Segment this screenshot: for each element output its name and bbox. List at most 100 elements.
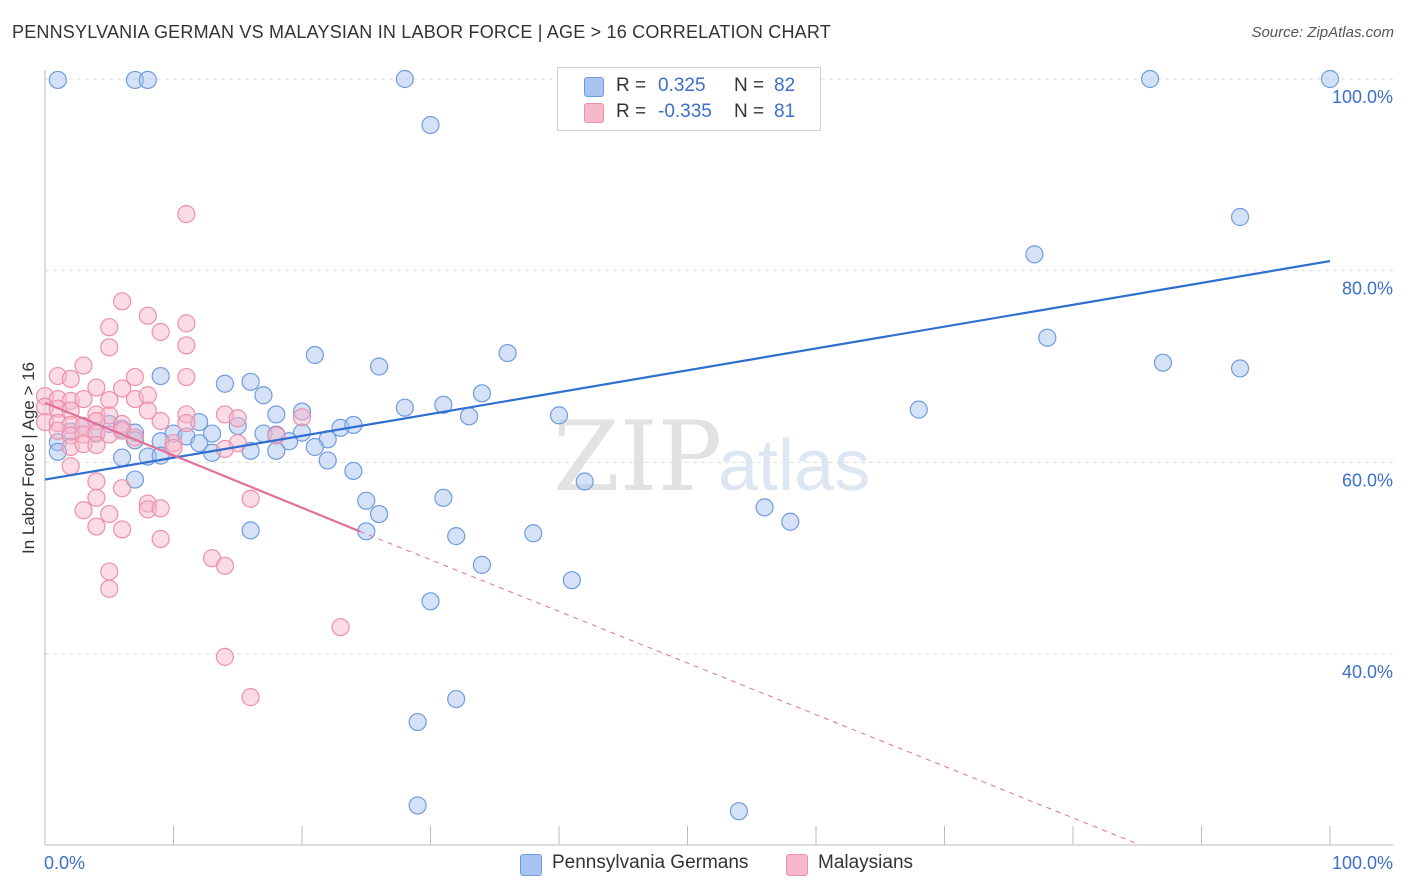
point-pennsylvania-german xyxy=(138,70,157,90)
point-malaysian xyxy=(87,488,106,507)
legend-r-value: 0.325 xyxy=(658,75,706,96)
point-pennsylvania-german xyxy=(434,395,453,414)
point-pennsylvania-german xyxy=(151,366,170,386)
point-malaysian xyxy=(100,579,119,598)
series-label: Malaysians xyxy=(818,852,914,873)
watermark-zip: ZIP xyxy=(553,401,722,513)
point-pennsylvania-german xyxy=(459,407,479,426)
point-malaysian xyxy=(112,379,132,398)
legend-r-label: R = xyxy=(616,101,647,122)
point-malaysian xyxy=(112,479,132,498)
point-pennsylvania-german xyxy=(357,491,376,510)
point-malaysian xyxy=(292,408,312,427)
point-pennsylvania-german xyxy=(909,400,928,419)
point-malaysian xyxy=(87,378,106,397)
point-malaysian xyxy=(151,322,170,342)
trendline-malaysians xyxy=(44,401,361,533)
y-tick-label: 60.0% xyxy=(1342,470,1393,490)
source-label: Source: ZipAtlas.com xyxy=(1251,24,1394,41)
point-pennsylvania-german xyxy=(434,488,453,507)
point-malaysian xyxy=(241,489,260,508)
trendline-malaysians-extension xyxy=(359,530,1138,845)
legend-n-value: 81 xyxy=(774,101,796,122)
point-malaysian xyxy=(61,457,80,476)
point-pennsylvania-german xyxy=(125,470,145,489)
point-malaysian xyxy=(87,472,106,491)
point-malaysian xyxy=(125,367,145,387)
y-tick-label: 40.0% xyxy=(1342,662,1393,682)
point-pennsylvania-german xyxy=(472,384,491,403)
point-pennsylvania-german xyxy=(1230,359,1250,378)
point-pennsylvania-german xyxy=(344,461,363,481)
point-pennsylvania-german xyxy=(447,689,466,709)
trendline-pennsylvania-germans xyxy=(44,259,1331,481)
point-malaysian xyxy=(112,292,132,311)
point-malaysian xyxy=(228,409,247,428)
point-pennsylvania-german xyxy=(524,524,543,543)
point-pennsylvania-german xyxy=(1153,353,1173,372)
point-pennsylvania-german xyxy=(370,504,389,524)
point-pennsylvania-german xyxy=(112,448,132,467)
point-pennsylvania-german xyxy=(421,592,440,611)
point-malaysian xyxy=(138,306,157,325)
point-malaysian xyxy=(151,499,170,518)
point-pennsylvania-german xyxy=(215,374,234,393)
point-pennsylvania-german xyxy=(318,451,337,470)
point-pennsylvania-german xyxy=(202,424,222,443)
legend-n-label: N = xyxy=(734,75,765,96)
point-malaysian xyxy=(87,435,106,455)
legend-swatch-pink xyxy=(584,103,604,123)
point-pennsylvania-german xyxy=(48,70,67,90)
point-malaysian xyxy=(74,501,93,520)
watermark-atlas: atlas xyxy=(718,426,870,506)
point-malaysian xyxy=(138,386,157,405)
series-legend: Pennsylvania Germans Malaysians xyxy=(0,852,1406,878)
point-malaysian xyxy=(177,205,196,224)
point-pennsylvania-german xyxy=(370,357,389,376)
point-pennsylvania-german xyxy=(549,406,569,425)
point-malaysian xyxy=(331,618,350,637)
y-axis-title: In Labor Force | Age > 16 xyxy=(19,362,38,554)
point-pennsylvania-german xyxy=(1038,328,1057,347)
point-pennsylvania-german xyxy=(305,345,324,365)
point-pennsylvania-german xyxy=(421,115,440,135)
point-malaysian xyxy=(138,401,157,420)
point-malaysian xyxy=(61,369,80,389)
point-pennsylvania-german xyxy=(254,386,273,405)
point-pennsylvania-german xyxy=(408,796,427,815)
point-malaysian xyxy=(74,356,93,375)
point-pennsylvania-german xyxy=(1140,69,1160,89)
point-pennsylvania-german xyxy=(472,555,491,574)
point-malaysian xyxy=(74,389,93,409)
point-pennsylvania-german xyxy=(1230,207,1250,227)
point-pennsylvania-german xyxy=(729,802,749,821)
legend-n-label: N = xyxy=(734,101,765,122)
point-pennsylvania-german xyxy=(190,434,209,453)
point-malaysian xyxy=(151,412,170,431)
legend-n-value: 82 xyxy=(774,75,796,96)
point-pennsylvania-german xyxy=(755,498,774,517)
point-pennsylvania-german xyxy=(267,405,286,424)
chart-title: PENNSYLVANIA GERMAN VS MALAYSIAN IN LABO… xyxy=(12,22,831,42)
series-swatch-blue xyxy=(520,854,542,876)
point-pennsylvania-german xyxy=(395,69,414,89)
legend-r-label: R = xyxy=(616,75,647,96)
point-pennsylvania-german xyxy=(395,398,414,417)
point-pennsylvania-german xyxy=(1025,245,1044,264)
point-malaysian xyxy=(100,318,119,337)
legend-r-value: -0.335 xyxy=(658,101,712,122)
y-tick-label: 100.0% xyxy=(1332,87,1393,107)
point-pennsylvania-german xyxy=(241,521,260,540)
point-malaysian xyxy=(177,314,196,333)
point-malaysian xyxy=(177,367,196,387)
point-malaysian xyxy=(100,338,119,357)
point-pennsylvania-german xyxy=(781,512,800,531)
legend-swatch-blue xyxy=(584,77,604,97)
y-tick-label: 80.0% xyxy=(1342,279,1393,299)
series-swatch-pink xyxy=(786,854,808,876)
point-malaysian xyxy=(151,529,170,549)
point-malaysian xyxy=(215,647,234,666)
correlation-legend: R = 0.325 N = 82 R = -0.335 N = 81 xyxy=(557,67,821,131)
point-pennsylvania-german xyxy=(498,343,517,363)
